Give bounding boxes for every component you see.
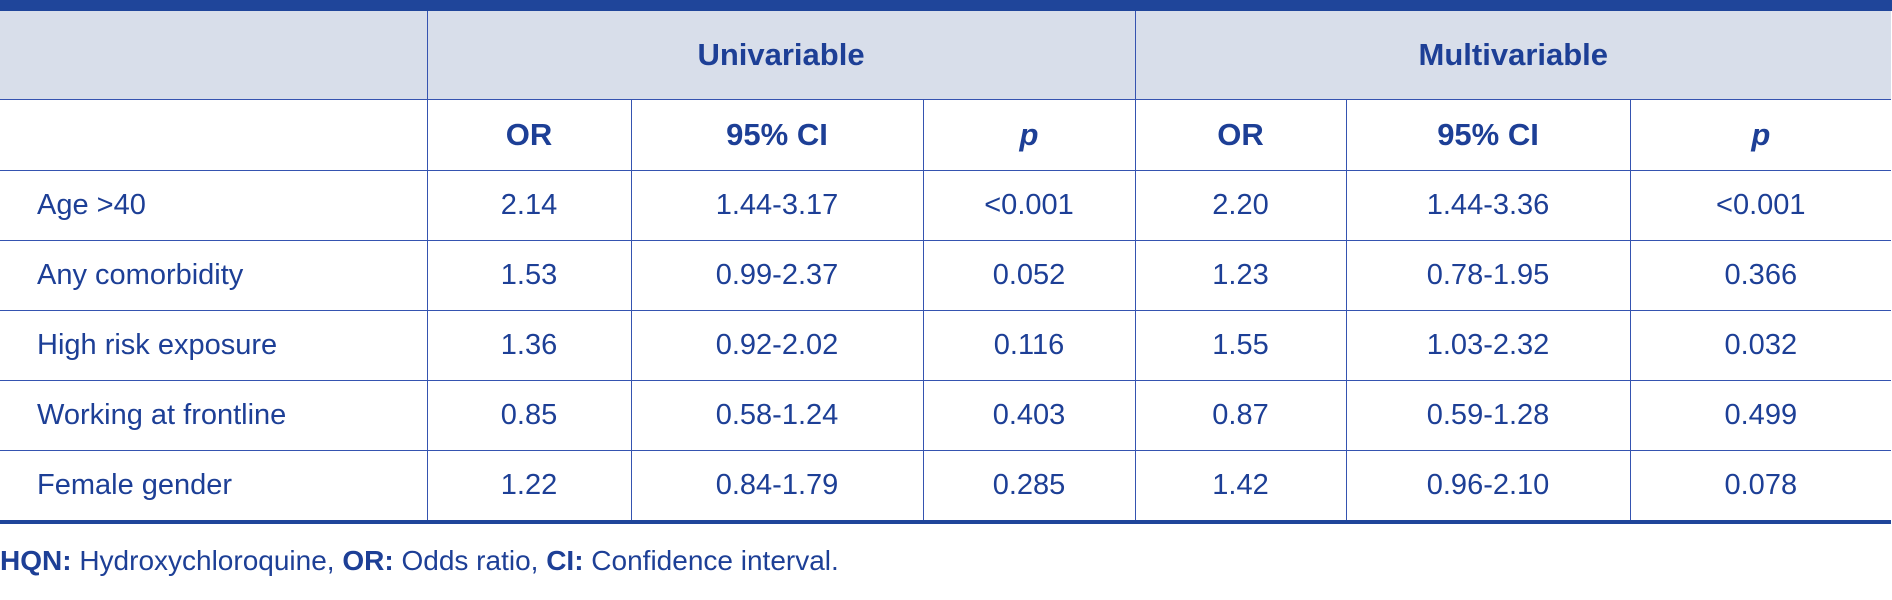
- group-header-multivariable: Multivariable: [1134, 11, 1892, 100]
- uni-or-cell: 2.14: [426, 170, 632, 241]
- multi-p-cell: 0.499: [1629, 380, 1892, 451]
- sub-header-empty: [0, 99, 428, 171]
- multi-ci-cell: 0.96-2.10: [1345, 450, 1631, 524]
- uni-p-cell: <0.001: [922, 170, 1136, 241]
- sub-header-multi-ci: 95% CI: [1345, 99, 1631, 171]
- footnote-abbr-hqn: HQN:: [0, 545, 72, 576]
- footnote-text-or: Odds ratio,: [393, 545, 547, 576]
- multi-ci-cell: 1.44-3.36: [1345, 170, 1631, 241]
- table-row: Age >40 2.14 1.44-3.17 <0.001 2.20 1.44-…: [0, 170, 1892, 241]
- uni-ci-cell: 0.84-1.79: [630, 450, 924, 524]
- table-row: High risk exposure 1.36 0.92-2.02 0.116 …: [0, 310, 1892, 381]
- group-header-row: Univariable Multivariable: [0, 11, 1892, 100]
- multi-p-cell: 0.078: [1629, 450, 1892, 524]
- top-rule: [0, 0, 1892, 11]
- row-label: Age >40: [0, 170, 428, 241]
- uni-ci-cell: 0.99-2.37: [630, 240, 924, 311]
- multi-or-cell: 1.23: [1134, 240, 1347, 311]
- row-label: Any comorbidity: [0, 240, 428, 311]
- sub-header-uni-or: OR: [426, 99, 632, 171]
- uni-or-cell: 1.36: [426, 310, 632, 381]
- row-label: Female gender: [0, 450, 428, 524]
- uni-ci-cell: 0.92-2.02: [630, 310, 924, 381]
- uni-p-cell: 0.052: [922, 240, 1136, 311]
- sub-header-multi-p: p: [1629, 99, 1892, 171]
- table-row: Working at frontline 0.85 0.58-1.24 0.40…: [0, 380, 1892, 451]
- multi-ci-cell: 0.78-1.95: [1345, 240, 1631, 311]
- footnote-text-ci: Confidence interval.: [583, 545, 839, 576]
- sub-header-multi-or: OR: [1134, 99, 1347, 171]
- uni-ci-cell: 1.44-3.17: [630, 170, 924, 241]
- sub-header-row: OR 95% CI p OR 95% CI p: [0, 99, 1892, 171]
- multi-ci-cell: 1.03-2.32: [1345, 310, 1631, 381]
- footnote-text-hqn: Hydroxychloroquine,: [71, 545, 343, 576]
- footnote-abbr-or: OR:: [342, 545, 394, 576]
- multi-or-cell: 1.55: [1134, 310, 1347, 381]
- footnote-abbr-ci: CI:: [546, 545, 584, 576]
- row-label: Working at frontline: [0, 380, 428, 451]
- uni-or-cell: 0.85: [426, 380, 632, 451]
- row-label: High risk exposure: [0, 310, 428, 381]
- results-table: Univariable Multivariable OR 95% CI p OR…: [0, 11, 1892, 524]
- group-header-empty: [0, 11, 428, 100]
- multi-or-cell: 1.42: [1134, 450, 1347, 524]
- table-footnote: HQN: Hydroxychloroquine, OR: Odds ratio,…: [0, 545, 839, 577]
- sub-header-uni-ci: 95% CI: [630, 99, 924, 171]
- uni-p-cell: 0.285: [922, 450, 1136, 524]
- multi-p-cell: <0.001: [1629, 170, 1892, 241]
- multi-p-cell: 0.032: [1629, 310, 1892, 381]
- multi-or-cell: 2.20: [1134, 170, 1347, 241]
- multi-p-cell: 0.366: [1629, 240, 1892, 311]
- uni-ci-cell: 0.58-1.24: [630, 380, 924, 451]
- table-row: Any comorbidity 1.53 0.99-2.37 0.052 1.2…: [0, 240, 1892, 311]
- uni-p-cell: 0.403: [922, 380, 1136, 451]
- sub-header-uni-p: p: [922, 99, 1136, 171]
- multi-or-cell: 0.87: [1134, 380, 1347, 451]
- uni-or-cell: 1.53: [426, 240, 632, 311]
- uni-or-cell: 1.22: [426, 450, 632, 524]
- uni-p-cell: 0.116: [922, 310, 1136, 381]
- group-header-univariable: Univariable: [426, 11, 1136, 100]
- multi-ci-cell: 0.59-1.28: [1345, 380, 1631, 451]
- table-row: Female gender 1.22 0.84-1.79 0.285 1.42 …: [0, 450, 1892, 524]
